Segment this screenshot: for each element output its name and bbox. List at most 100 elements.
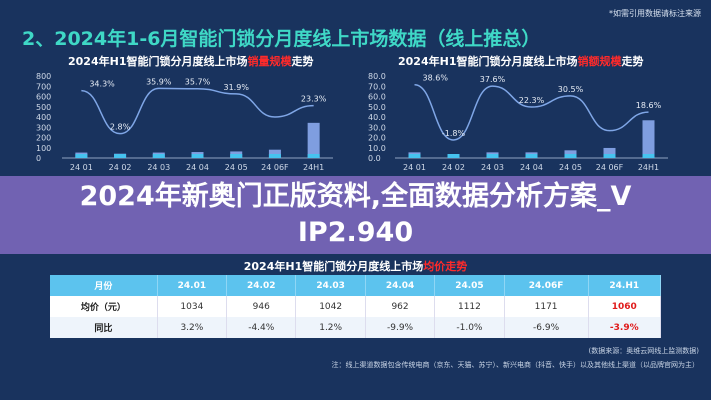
bar xyxy=(307,122,320,158)
table-cell: 1034 xyxy=(157,296,228,317)
table-cell: 1.2% xyxy=(295,317,366,338)
table-cell: 1060 xyxy=(588,296,662,317)
growth-label: 37.6% xyxy=(480,75,506,84)
table-row: 同比 3.2% -4.4% 1.2% -9.9% -1.0% -6.9% -3.… xyxy=(50,317,662,338)
y-tick-label: 80.0 xyxy=(368,72,386,81)
x-tick-label: 24 02 xyxy=(109,163,132,172)
table-cell: 3.2% xyxy=(157,317,228,338)
bar-base xyxy=(114,154,127,158)
y-tick-label: 800 xyxy=(36,72,51,81)
x-tick-label: 24 06F xyxy=(261,163,289,172)
bar xyxy=(642,120,655,158)
y-tick-label: 0.0 xyxy=(368,154,381,163)
bar-base xyxy=(268,154,281,158)
bar-base xyxy=(191,154,204,158)
overlay-banner: 2024年新奥门正版资料,全面数据分析方案_VIP2.940 xyxy=(0,176,711,254)
chart-title-volume: 2024年H1智能门锁分月度线上市场销量规模走势 xyxy=(68,53,313,69)
x-tick-label: 24 05 xyxy=(559,163,582,172)
y-tick-label: 500 xyxy=(36,103,51,112)
y-tick-label: 700 xyxy=(36,82,51,91)
x-tick-label: 24H1 xyxy=(638,163,659,172)
title-prefix: 2024年H1智能门锁分月度线上市场 xyxy=(68,55,248,68)
bar-base xyxy=(603,154,616,158)
x-tick-label: 24 05 xyxy=(225,163,248,172)
banner-text: 2024年新奥门正版资料,全面数据分析方案_VIP2.940 xyxy=(79,181,632,248)
y-tick-label: 600 xyxy=(36,93,51,102)
header-cell: 24.04 xyxy=(365,275,436,296)
y-tick-label: 300 xyxy=(36,123,51,132)
title-highlight: 销量规模 xyxy=(247,55,292,68)
table-cell: 962 xyxy=(365,296,436,317)
header-cell: 24.H1 xyxy=(588,275,662,296)
y-tick-label: 30.0 xyxy=(368,123,386,132)
header-cell: 24.05 xyxy=(434,275,505,296)
x-tick-label: 24 04 xyxy=(520,163,543,172)
title-suffix: 走势 xyxy=(621,55,644,68)
y-tick-label: 200 xyxy=(36,134,51,143)
table-cell: -9.9% xyxy=(365,317,436,338)
growth-line xyxy=(81,87,314,135)
title-highlight: 销额规模 xyxy=(577,55,622,68)
x-tick-label: 24 03 xyxy=(147,163,170,172)
growth-label: -1.8% xyxy=(442,129,466,138)
header-cell: 月份 xyxy=(50,275,158,296)
growth-label: 35.7% xyxy=(185,78,211,87)
bar-base xyxy=(642,154,655,158)
y-tick-label: 400 xyxy=(36,113,51,122)
title-suffix: 走势 xyxy=(291,55,314,68)
table-cell: 1112 xyxy=(434,296,505,317)
table-cell: 1171 xyxy=(504,296,589,317)
growth-label: 30.5% xyxy=(558,85,584,94)
bar xyxy=(603,147,616,158)
growth-label: 18.6% xyxy=(636,101,662,110)
x-tick-label: 24 04 xyxy=(186,163,209,172)
page-title: 2、2024年1-6月智能门锁分月度线上市场数据（线上推总） xyxy=(22,28,541,50)
y-tick-label: 60.0 xyxy=(368,93,386,102)
header-cell: 24.03 xyxy=(295,275,366,296)
y-tick-label: 50.0 xyxy=(368,103,386,112)
table-cell: 946 xyxy=(226,296,297,317)
growth-label: 22.3% xyxy=(519,96,545,105)
table-cell: -1.0% xyxy=(434,317,505,338)
bar-base xyxy=(152,154,165,158)
y-tick-label: 100 xyxy=(36,144,51,153)
growth-line xyxy=(414,83,649,141)
table-cell: -4.4% xyxy=(226,317,297,338)
growth-label: 2.8% xyxy=(110,123,131,132)
chart-title-sales: 2024年H1智能门锁分月度线上市场销额规模走势 xyxy=(398,53,643,69)
header-cell: 24.06F xyxy=(504,275,589,296)
avg-price-table: 月份 24.01 24.02 24.03 24.04 24.05 24.06F … xyxy=(50,275,662,338)
bar-base xyxy=(447,154,460,158)
table-cell: -3.9% xyxy=(588,317,662,338)
row-label: 同比 xyxy=(50,317,158,338)
bar-base xyxy=(486,154,499,158)
y-tick-label: 10.0 xyxy=(368,144,386,153)
title-prefix: 2024年H1智能门锁分月度线上市场 xyxy=(398,55,578,68)
growth-label: 31.9% xyxy=(224,83,250,92)
growth-label: 35.9% xyxy=(146,77,172,86)
y-tick-label: 70.0 xyxy=(368,82,386,91)
citation-note: *如需引用数据请标注来源 xyxy=(609,9,701,18)
footnote: 注：线上渠道数据包含传统电商（京东、天猫、苏宁）、新兴电商（抖音、快手）以及其他… xyxy=(331,361,700,369)
x-tick-label: 24H1 xyxy=(303,163,324,172)
data-source: (数据来源：奥维云网线上监测数据) xyxy=(588,347,699,355)
header-cell: 24.01 xyxy=(157,275,228,296)
table-cell: -6.9% xyxy=(504,317,589,338)
table-title: 2024年H1智能门锁分月度线上市场均价走势 xyxy=(0,258,711,274)
x-tick-label: 24 01 xyxy=(70,163,93,172)
y-tick-label: 0 xyxy=(36,154,41,163)
title-prefix: 2024年H1智能门锁分月度线上市场 xyxy=(243,260,424,273)
bar xyxy=(268,149,281,158)
growth-label: 23.3% xyxy=(301,95,327,104)
y-tick-label: 40.0 xyxy=(368,113,386,122)
table-row: 均价（元） 1034 946 1042 962 1112 1171 1060 xyxy=(50,296,662,317)
x-tick-label: 24 03 xyxy=(481,163,504,172)
bar-base xyxy=(525,154,538,158)
x-tick-label: 24 06F xyxy=(596,163,624,172)
y-tick-label: 20.0 xyxy=(368,134,386,143)
bar-base xyxy=(75,154,88,158)
header-cell: 24.02 xyxy=(226,275,297,296)
bar-base xyxy=(307,154,320,158)
growth-label: 34.3% xyxy=(89,80,115,89)
